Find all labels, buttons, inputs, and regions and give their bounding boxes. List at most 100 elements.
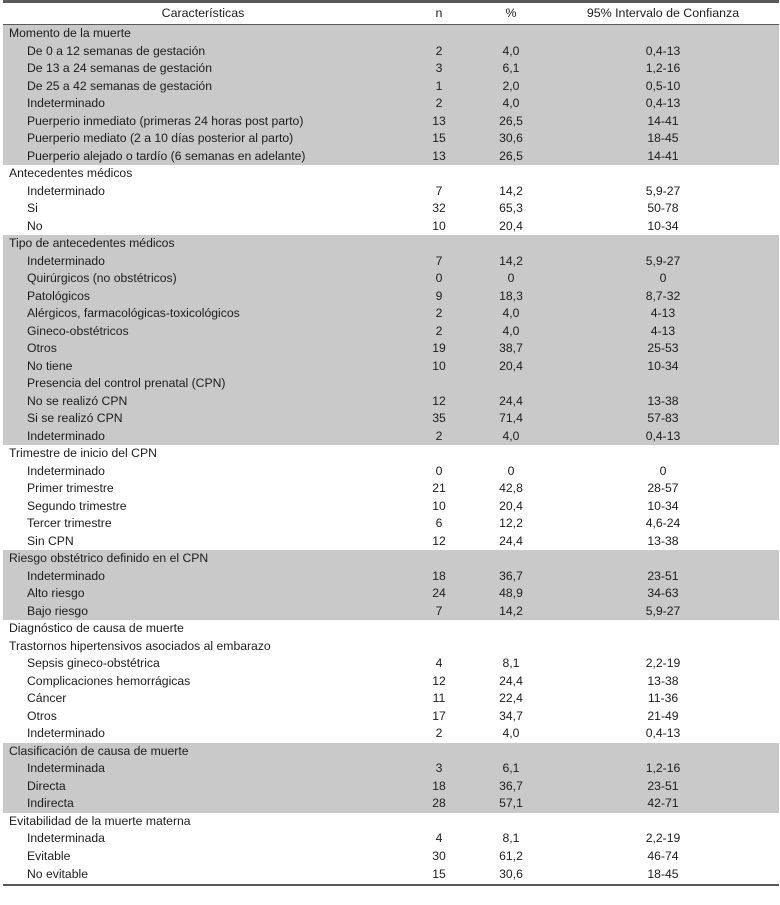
cell-confidence-interval: 4-13 [547, 322, 779, 340]
cell-percent: 42,8 [475, 480, 547, 498]
row-label: Indeterminado [27, 428, 105, 443]
table-row: Directa 18 36,7 23-51 [3, 777, 779, 795]
cell-characteristic: De 25 a 42 semanas de gestación [3, 77, 403, 95]
table-row: Indeterminado 2 4,0 0,4-13 [3, 95, 779, 113]
cell-characteristic: Puerperio alejado o tardío (6 semanas en… [3, 147, 403, 165]
row-label: Sin CPN [27, 533, 74, 548]
cell-characteristic: No [3, 217, 403, 235]
cell-confidence-interval: 0,4-13 [547, 95, 779, 113]
row-label: Puerperio alejado o tardío (6 semanas en… [27, 148, 306, 163]
cell-n: 35 [403, 410, 475, 428]
column-header-percent: % [475, 0, 547, 25]
cell-n: 0 [403, 462, 475, 480]
row-label: Si se realizó CPN [27, 411, 123, 425]
cell-characteristic: Presencia del control prenatal (CPN) [3, 375, 403, 393]
row-group-label: Tipo de antecedentes médicos [9, 236, 175, 250]
cell-n: 13 [403, 147, 475, 165]
cell-characteristic: Directa [3, 777, 403, 795]
cell-n: 4 [403, 830, 475, 848]
cell-characteristic: Primer trimestre [3, 480, 403, 498]
row-label: Puerperio inmediato (primeras 24 horas p… [27, 113, 304, 128]
cell-confidence-interval: 0,4-13 [547, 42, 779, 60]
cell-confidence-interval: 25-53 [547, 340, 779, 358]
table-row: Indeterminado 2 4,0 0,4-13 [3, 427, 779, 445]
cell-confidence-interval [547, 812, 779, 830]
row-group-label: Evitabilidad de la muerte materna [9, 813, 191, 828]
row-label: Primer trimestre [27, 481, 114, 495]
cell-percent: 24,4 [475, 392, 547, 410]
cell-n [403, 812, 475, 830]
cell-confidence-interval: 23-51 [547, 777, 779, 795]
cell-n: 10 [403, 497, 475, 515]
cell-percent [475, 812, 547, 830]
cell-confidence-interval: 23-51 [547, 567, 779, 585]
cell-confidence-interval: 1,2-16 [547, 60, 779, 78]
cell-confidence-interval: 1,2-16 [547, 760, 779, 778]
row-label: Cáncer [27, 691, 67, 705]
cell-characteristic: Gineco-obstétricos [3, 322, 403, 340]
cell-percent: 0 [475, 462, 547, 480]
cell-characteristic: Indeterminada [3, 760, 403, 778]
row-label: Quirúrgicos (no obstétricos) [27, 271, 177, 285]
cell-characteristic: Complicaciones hemorrágicas [3, 672, 403, 690]
cell-n [403, 165, 475, 183]
row-label: No se realizó CPN [27, 393, 128, 408]
table-row: Indeterminado 7 14,2 5,9-27 [3, 252, 779, 270]
table-row: Puerperio alejado o tardío (6 semanas en… [3, 147, 779, 165]
cell-characteristic: Segundo trimestre [3, 497, 403, 515]
row-label: De 13 a 24 semanas de gestación [27, 61, 212, 75]
cell-n: 2 [403, 42, 475, 60]
cell-n: 2 [403, 305, 475, 323]
row-group-label: Trimestre de inicio del CPN [9, 446, 157, 460]
table-row: Puerperio mediato (2 a 10 días posterior… [3, 130, 779, 148]
cell-confidence-interval: 13-38 [547, 392, 779, 410]
table-group-header-row: Riesgo obstétrico definido en el CPN [3, 550, 779, 568]
table-row: Indeterminada 4 8,1 2,2-19 [3, 830, 779, 848]
table-row: Indeterminada 3 6,1 1,2-16 [3, 760, 779, 778]
row-label: Evitable [27, 848, 71, 863]
cell-characteristic: Tercer trimestre [3, 515, 403, 533]
cell-percent: 8,1 [475, 655, 547, 673]
cell-confidence-interval: 34-63 [547, 585, 779, 603]
cell-percent: 6,1 [475, 760, 547, 778]
cell-confidence-interval: 5,9-27 [547, 182, 779, 200]
table-row: Sepsis gineco-obstétrica 4 8,1 2,2-19 [3, 655, 779, 673]
cell-percent [475, 637, 547, 655]
table-row: Indeterminado 2 4,0 0,4-13 [3, 725, 779, 743]
table-row: Cáncer 11 22,4 11-36 [3, 690, 779, 708]
row-label: Alto riesgo [27, 586, 85, 600]
cell-n [403, 375, 475, 393]
cell-confidence-interval: 8,7-32 [547, 287, 779, 305]
table-group-header-row: Momento de la muerte [3, 24, 779, 43]
cell-characteristic: Trimestre de inicio del CPN [3, 445, 403, 463]
cell-characteristic: Evitabilidad de la muerte materna [3, 812, 403, 830]
table-row: Indeterminado 18 36,7 23-51 [3, 567, 779, 585]
cell-n [403, 445, 475, 463]
table-row: Otros 19 38,7 25-53 [3, 340, 779, 358]
table-row: Si 32 65,3 50-78 [3, 200, 779, 218]
cell-confidence-interval: 46-74 [547, 847, 779, 865]
cell-n: 7 [403, 602, 475, 620]
row-label: Patológicos [27, 288, 91, 303]
row-label: De 25 a 42 semanas de gestación [27, 78, 212, 93]
cell-n: 2 [403, 427, 475, 445]
cell-percent: 30,6 [475, 865, 547, 886]
table-group-header-row: Diagnóstico de causa de muerte [3, 620, 779, 638]
cell-characteristic: Indeterminado [3, 567, 403, 585]
cell-percent: 65,3 [475, 200, 547, 218]
cell-characteristic: Sepsis gineco-obstétrica [3, 655, 403, 673]
row-label: Indeterminado [27, 253, 105, 268]
cell-confidence-interval [547, 165, 779, 183]
cell-n [403, 742, 475, 760]
cell-n: 30 [403, 847, 475, 865]
cell-characteristic: Puerperio mediato (2 a 10 días posterior… [3, 130, 403, 148]
cell-confidence-interval: 10-34 [547, 357, 779, 375]
cell-n: 19 [403, 340, 475, 358]
cell-confidence-interval: 11-36 [547, 690, 779, 708]
cell-n: 28 [403, 795, 475, 813]
cell-characteristic: Diagnóstico de causa de muerte [3, 620, 403, 638]
row-label: Bajo riesgo [27, 603, 88, 618]
cell-confidence-interval [547, 620, 779, 638]
table-header: Características n % 95% Intervalo de Con… [3, 0, 779, 25]
row-label: Indeterminado [27, 463, 105, 478]
